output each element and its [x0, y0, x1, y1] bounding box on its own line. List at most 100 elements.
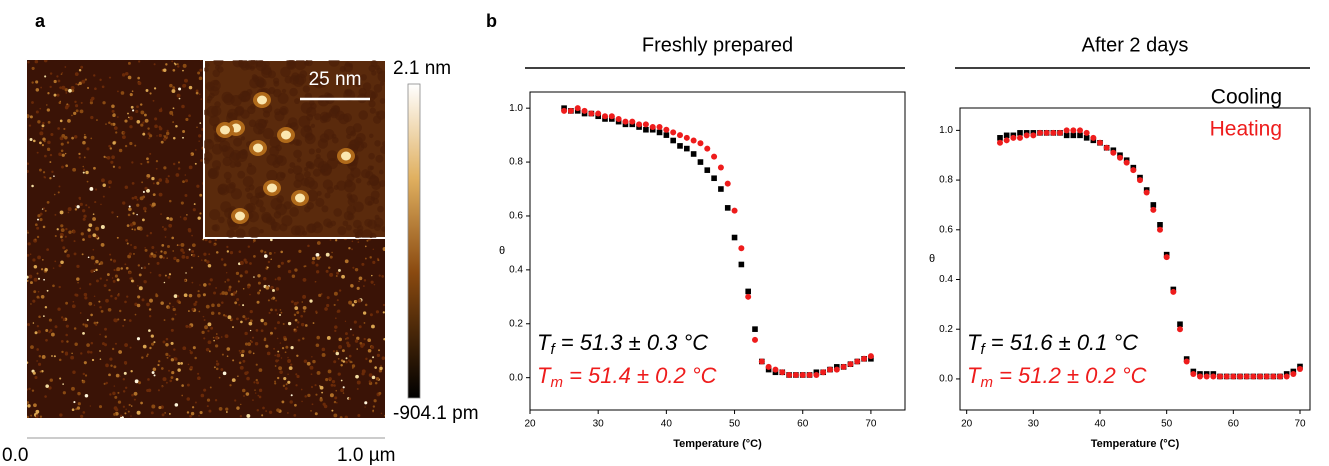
- inset-grain: [259, 206, 266, 213]
- speckle: [223, 263, 227, 267]
- legend-entry: Cooling: [1211, 86, 1282, 109]
- speckle: [143, 266, 147, 270]
- speckle: [355, 300, 358, 303]
- speckle: [59, 210, 64, 215]
- point: [690, 137, 697, 144]
- speckle: [148, 137, 151, 140]
- speckle: [60, 316, 64, 319]
- speckle: [71, 304, 76, 309]
- speckle: [140, 163, 143, 165]
- inset-grain: [347, 198, 355, 206]
- speckle: [86, 147, 90, 151]
- inset-grain: [338, 113, 349, 125]
- inset-grain: [213, 79, 220, 86]
- speckle: [68, 88, 72, 93]
- speckle: [234, 399, 237, 402]
- speckle: [136, 213, 138, 216]
- speckle: [172, 162, 176, 166]
- speckle: [102, 101, 106, 105]
- inset-grain: [247, 162, 253, 167]
- speckle: [254, 342, 259, 346]
- inset-grain: [279, 106, 289, 116]
- colorbar: [407, 83, 421, 399]
- speckle: [346, 343, 351, 348]
- speckle: [314, 281, 317, 283]
- speckle: [373, 283, 376, 286]
- speckle: [378, 349, 380, 352]
- inset-grain: [295, 139, 303, 147]
- speckle: [252, 241, 255, 243]
- speckle: [165, 179, 170, 184]
- speckle: [254, 389, 256, 391]
- speckle: [139, 103, 143, 106]
- speckle: [148, 315, 152, 318]
- speckle: [166, 129, 169, 133]
- speckle: [342, 392, 345, 394]
- inset-grain: [204, 149, 210, 154]
- inset-grain: [371, 70, 377, 76]
- speckle: [268, 311, 271, 314]
- speckle: [27, 415, 29, 418]
- speckle: [176, 63, 179, 66]
- speckle: [40, 294, 45, 299]
- inset-grain: [367, 165, 373, 171]
- point: [1043, 129, 1050, 136]
- speckle: [129, 223, 134, 227]
- speckle: [59, 86, 62, 89]
- speckle: [27, 361, 29, 364]
- y-tick-label: 0.6: [939, 224, 953, 235]
- speckle: [163, 227, 167, 231]
- speckle: [117, 116, 119, 118]
- speckle: [263, 277, 267, 281]
- speckle: [201, 330, 205, 335]
- speckle: [67, 211, 70, 214]
- point: [643, 126, 649, 133]
- speckle: [122, 390, 126, 393]
- speckle: [74, 342, 78, 346]
- speckle: [156, 135, 158, 137]
- speckle: [199, 410, 203, 415]
- speckle: [72, 230, 76, 234]
- speckle: [38, 354, 42, 358]
- speckle: [43, 60, 48, 63]
- speckle: [104, 327, 107, 331]
- speckle: [288, 366, 293, 371]
- speckle: [109, 253, 112, 256]
- speckle: [60, 239, 64, 242]
- point: [1037, 129, 1043, 136]
- speckle: [335, 275, 338, 277]
- speckle: [177, 362, 181, 365]
- speckle: [369, 313, 373, 317]
- point: [854, 358, 861, 365]
- speckle: [129, 125, 133, 129]
- speckle: [128, 205, 131, 208]
- speckle: [213, 339, 215, 342]
- inset-grain: [360, 141, 368, 149]
- speckle: [48, 386, 52, 390]
- speckle: [236, 406, 240, 410]
- speckle: [27, 162, 30, 165]
- point: [1150, 206, 1157, 213]
- point: [636, 121, 643, 128]
- speckle: [163, 68, 167, 72]
- speckle: [238, 361, 242, 365]
- speckle: [32, 299, 36, 303]
- speckle: [356, 336, 360, 341]
- speckle: [249, 262, 252, 265]
- speckle: [208, 240, 212, 244]
- speckle: [45, 338, 48, 342]
- speckle: [221, 301, 224, 304]
- speckle: [197, 372, 200, 375]
- speckle: [93, 304, 96, 306]
- speckle: [142, 195, 146, 199]
- speckle: [155, 251, 157, 253]
- speckle: [338, 268, 341, 272]
- speckle: [108, 373, 111, 377]
- speckle: [314, 412, 318, 416]
- point: [1137, 177, 1143, 184]
- speckle: [138, 273, 142, 277]
- annotation-subscript: m: [980, 374, 993, 391]
- speckle: [108, 180, 112, 185]
- speckle: [194, 162, 197, 165]
- speckle: [35, 414, 39, 418]
